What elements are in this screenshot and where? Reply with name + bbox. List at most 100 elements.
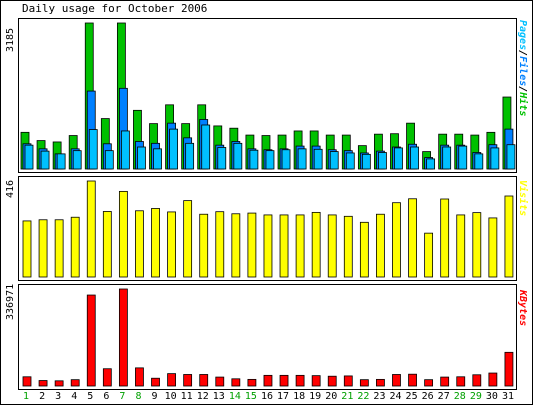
visits-bar-28 (456, 214, 466, 278)
kbytes-bar-8 (135, 367, 144, 387)
day-label-11: 11 (181, 391, 193, 402)
kbytes-bar-25 (408, 373, 417, 387)
pages-bar-29 (474, 153, 484, 170)
visits-bar-26 (424, 232, 434, 278)
day-label-18: 18 (293, 391, 305, 402)
day-label-23: 23 (373, 391, 385, 402)
kbytes-bar-23 (376, 378, 385, 387)
day-label-20: 20 (325, 391, 337, 402)
pages-bar-25 (410, 146, 419, 170)
kbytes-bar-30 (488, 372, 498, 387)
visits-bar-18 (295, 214, 305, 278)
kbytes-bar-15 (247, 378, 257, 387)
pages-bar-9 (153, 148, 162, 170)
kbytes-bar-7 (118, 288, 128, 387)
visits-bar-12 (199, 213, 209, 278)
visits-bar-16 (263, 214, 273, 278)
kbytes-bar-13 (215, 376, 225, 387)
pages-bar-23 (378, 152, 387, 170)
visits-bar-9 (151, 208, 160, 278)
visits-bar-1 (22, 220, 32, 278)
visits-bar-29 (472, 212, 482, 278)
visits-bar-3 (54, 219, 64, 278)
day-label-30: 30 (486, 391, 498, 402)
visits-bar-2 (38, 219, 48, 278)
day-label-9: 9 (152, 391, 158, 402)
visits-bar-30 (488, 217, 498, 278)
day-label-25: 25 (406, 391, 418, 402)
day-label-5: 5 (87, 391, 93, 402)
kbytes-bar-9 (151, 377, 160, 387)
pages-bar-7 (120, 130, 130, 170)
pages-bar-22 (361, 153, 371, 170)
day-label-12: 12 (197, 391, 209, 402)
visits-bar-24 (392, 202, 401, 278)
pages-bar-6 (104, 150, 114, 170)
day-label-3: 3 (55, 391, 61, 402)
visits-bar-15 (247, 212, 257, 278)
pages-bar-10 (169, 128, 178, 170)
kbytes-bar-17 (279, 374, 289, 387)
panel-frame-3 (18, 284, 517, 390)
pages-bar-21 (345, 152, 355, 170)
visits-bar-23 (376, 213, 385, 278)
pages-bar-30 (490, 147, 500, 170)
visits-bar-5 (86, 180, 96, 278)
day-label-19: 19 (309, 391, 321, 402)
day-label-15: 15 (245, 391, 257, 402)
kbytes-bar-11 (183, 374, 193, 387)
kbytes-bar-29 (472, 374, 482, 387)
day-label-21: 21 (341, 391, 353, 402)
kbytes-bar-24 (392, 374, 401, 387)
day-label-8: 8 (135, 391, 141, 402)
visits-bar-11 (183, 200, 193, 278)
pages-bar-4 (72, 150, 82, 170)
pages-bar-5 (88, 129, 98, 170)
visits-bar-22 (359, 221, 369, 278)
kbytes-bar-27 (440, 376, 450, 387)
visits-bar-21 (343, 215, 353, 278)
pages-bar-20 (329, 151, 339, 170)
kbytes-bar-5 (86, 294, 96, 387)
pages-bar-2 (40, 150, 50, 170)
visits-bar-31 (504, 195, 514, 278)
pages-bar-26 (426, 158, 436, 170)
kbytes-bar-1 (22, 376, 32, 387)
kbytes-bar-4 (70, 379, 80, 387)
visits-bar-8 (135, 210, 144, 278)
pages-bar-1 (24, 144, 34, 170)
visits-bar-20 (327, 214, 337, 278)
kbytes-bar-20 (327, 375, 337, 387)
pages-bar-19 (313, 148, 323, 170)
pages-bar-3 (56, 153, 66, 170)
pages-bar-27 (442, 146, 452, 170)
pages-bar-15 (249, 149, 259, 170)
visits-bar-27 (440, 198, 450, 278)
kbytes-bar-3 (54, 380, 64, 387)
kbytes-bar-10 (167, 373, 176, 387)
kbytes-bar-16 (263, 374, 273, 387)
day-label-22: 22 (357, 391, 369, 402)
kbytes-bar-14 (231, 378, 241, 387)
kbytes-bar-19 (311, 375, 321, 387)
visits-bar-14 (231, 213, 241, 278)
visits-bar-10 (167, 211, 176, 278)
pages-bar-8 (137, 146, 146, 170)
visits-bar-7 (118, 190, 128, 278)
kbytes-bar-18 (295, 374, 305, 387)
day-label-6: 6 (103, 391, 109, 402)
visits-bar-6 (102, 211, 112, 278)
day-label-29: 29 (470, 391, 482, 402)
kbytes-bar-12 (199, 374, 209, 387)
pages-bar-18 (297, 148, 307, 170)
visits-bar-25 (408, 198, 417, 278)
visits-bar-4 (70, 216, 80, 278)
kbytes-bar-31 (504, 351, 514, 387)
pages-bar-12 (201, 124, 211, 170)
pages-bar-11 (185, 142, 195, 170)
kbytes-bar-28 (456, 376, 466, 387)
pages-bar-13 (217, 147, 227, 170)
kbytes-bar-22 (359, 379, 369, 387)
